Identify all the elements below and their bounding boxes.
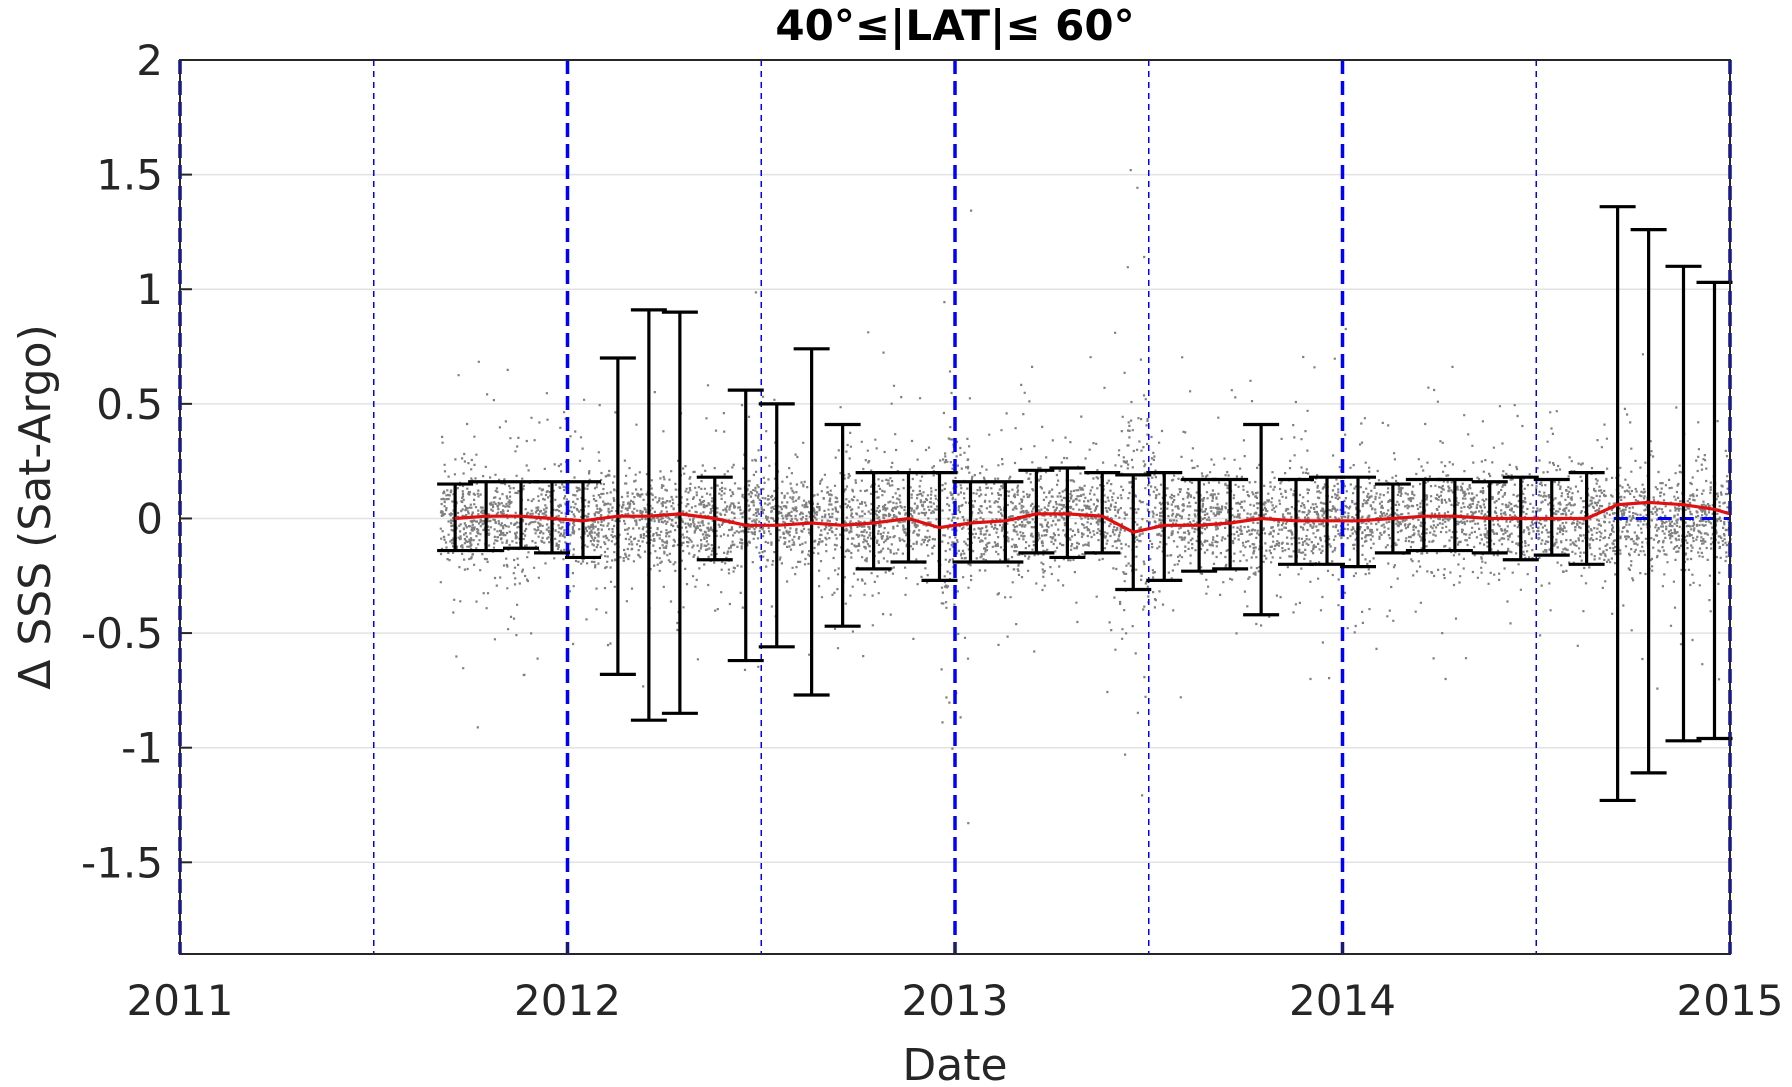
y-tick-label-6: 1.5 (96, 151, 163, 200)
mean-line-path (454, 500, 1731, 534)
x-axis-ticks: 2011 2012 2013 2014 2015 (127, 942, 1784, 1025)
x-tick-label-2: 2013 (902, 976, 1009, 1025)
mean-line (454, 500, 1731, 534)
y-tick-label-0: -1.5 (81, 838, 163, 887)
errorbar (855, 471, 892, 571)
x-tick-label-3: 2014 (1289, 976, 1396, 1025)
x-tick-label-0: 2011 (127, 976, 234, 1025)
y-tick-label-2: -0.5 (81, 609, 163, 658)
scatter-points (439, 169, 1732, 825)
errorbar (1018, 468, 1055, 555)
y-tick-label-4: 0.5 (96, 380, 163, 429)
y-axis-label: Δ SSS (Sat-Argo) (10, 324, 61, 690)
y-axis-ticks: -1.5 -1 -0.5 0 0.5 1 1.5 2 (81, 36, 192, 887)
x-tick-label-4: 2015 (1677, 976, 1784, 1025)
errorbar (1084, 471, 1121, 555)
x-tick-label-1: 2012 (514, 976, 621, 1025)
y-tick-label-5: 1 (136, 265, 163, 314)
chart-title: 40°≤|LAT|≤ 60° (775, 1, 1134, 50)
x-axis-label: Date (902, 1040, 1007, 1087)
y-tick-label-1: -1 (121, 724, 163, 773)
scatter-point-cloud (439, 169, 1732, 825)
y-tick-label-3: 0 (136, 494, 163, 543)
y-tick-label-7: 2 (136, 36, 163, 85)
